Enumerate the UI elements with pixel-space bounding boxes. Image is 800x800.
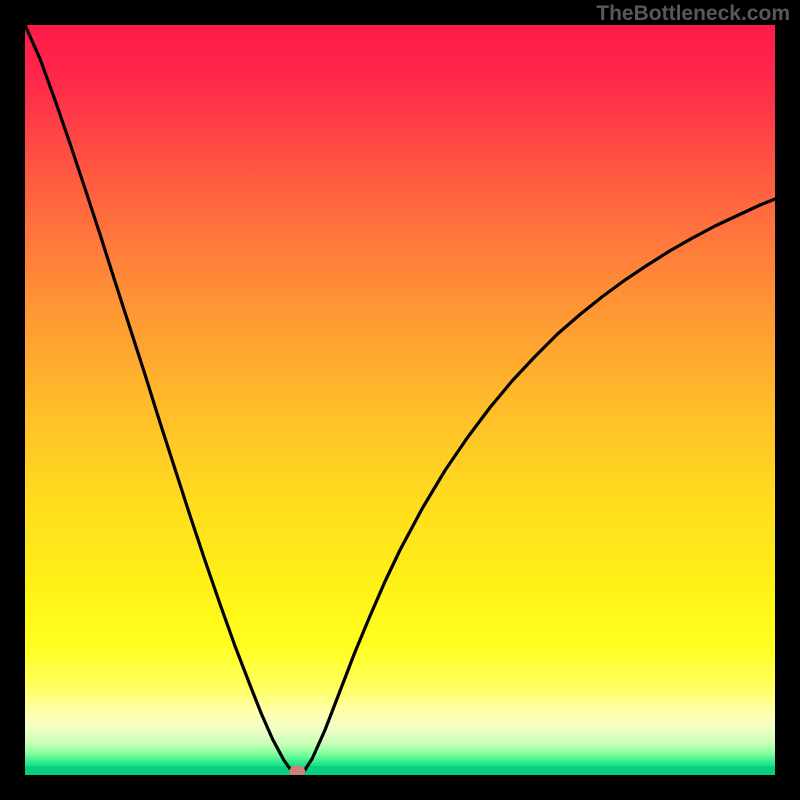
- bottleneck-curve-line: [25, 25, 775, 775]
- chart-bottom-green-band: [25, 766, 775, 775]
- watermark-text: TheBottleneck.com: [596, 2, 790, 26]
- chart-background-gradient: [25, 25, 775, 775]
- chart-border: [0, 0, 800, 800]
- bottleneck-chart: [0, 0, 800, 800]
- bottleneck-minimum-marker: [289, 765, 305, 777]
